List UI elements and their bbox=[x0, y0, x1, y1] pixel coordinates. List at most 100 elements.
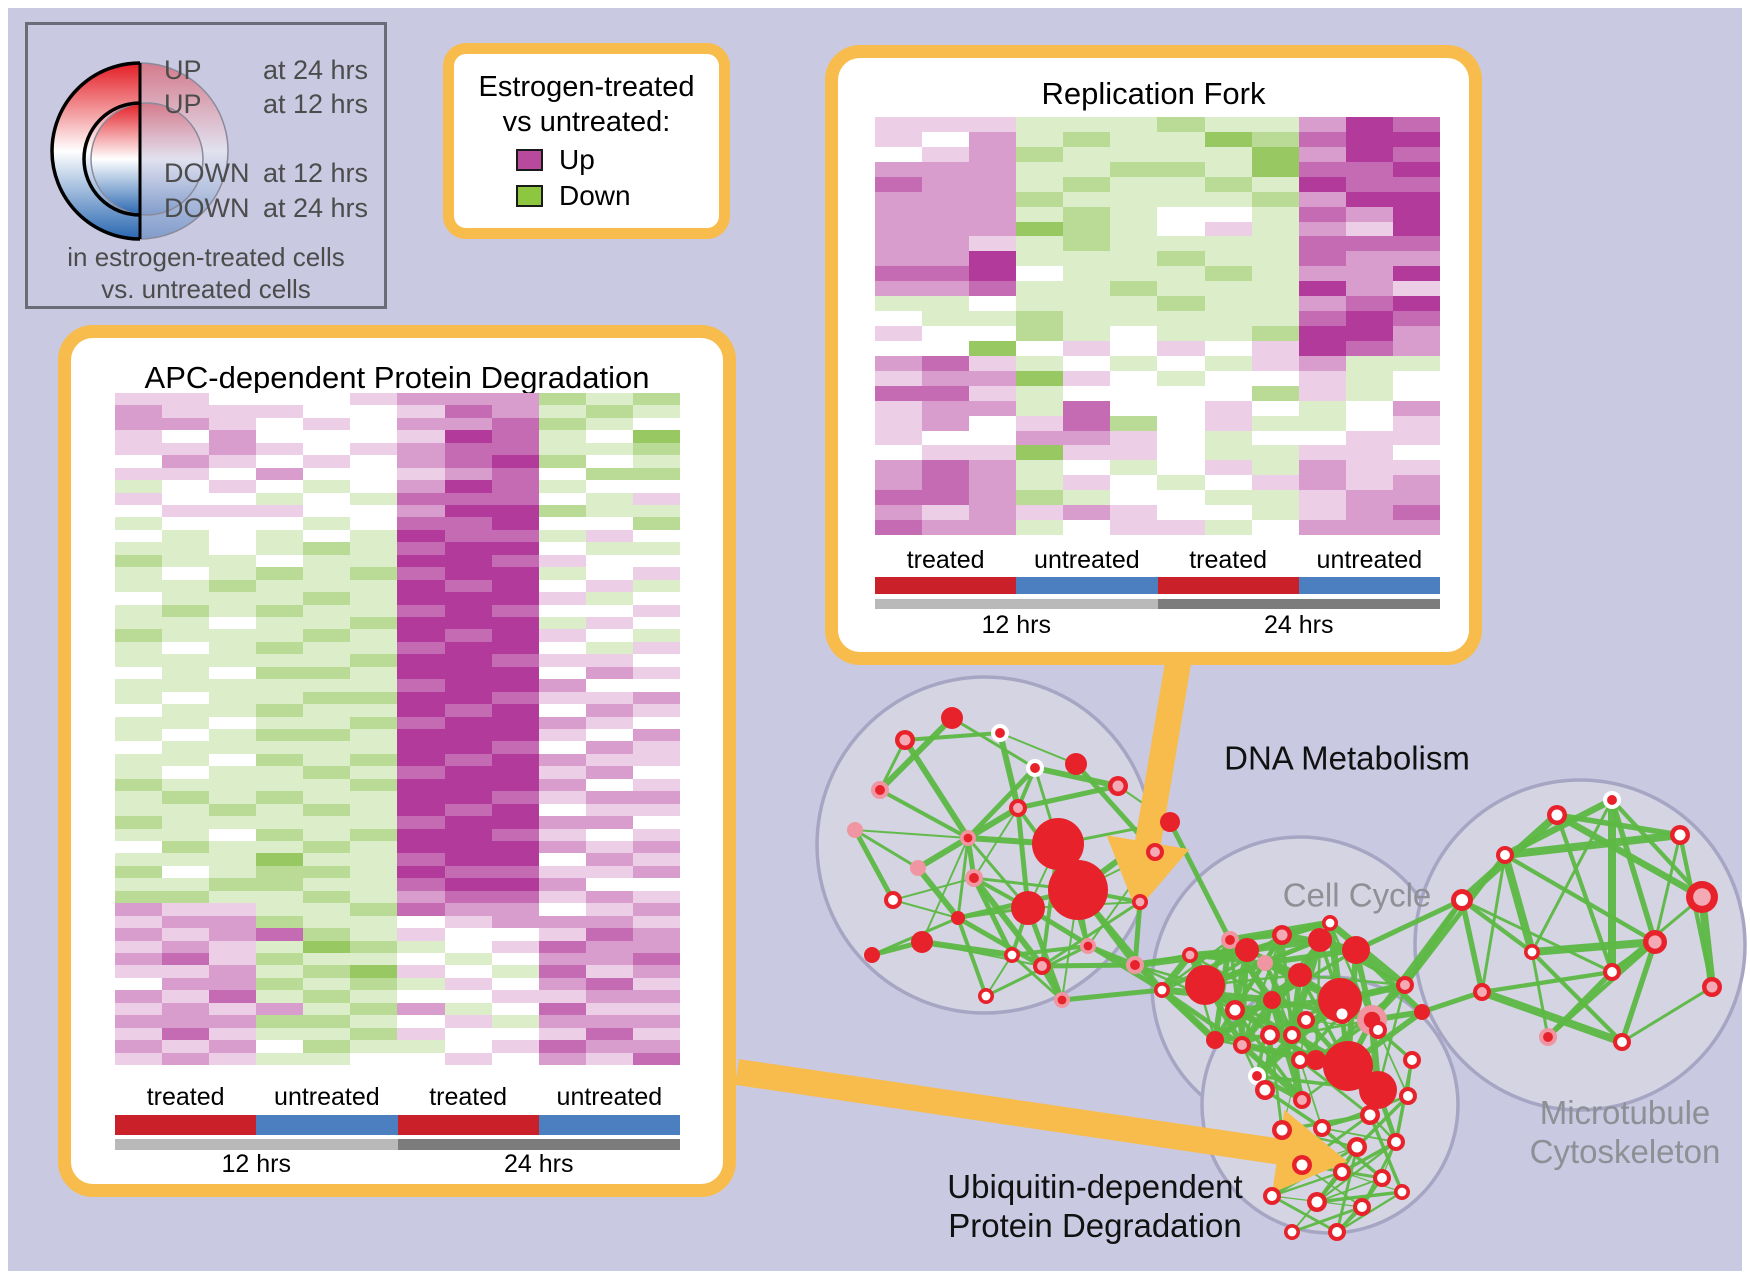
heatmap-cell bbox=[209, 654, 257, 667]
heatmap-cell bbox=[969, 490, 1017, 506]
heatmap-cell bbox=[350, 729, 398, 742]
heatmap-cell bbox=[115, 517, 163, 530]
heatmap-cell bbox=[632, 579, 680, 593]
heatmap-cell bbox=[1345, 385, 1393, 401]
heatmap-cell bbox=[1157, 296, 1205, 312]
heatmap-cell bbox=[397, 766, 445, 779]
network-edge bbox=[999, 732, 1077, 765]
heatmap-cell bbox=[1204, 520, 1252, 535]
heatmap-cell bbox=[350, 393, 398, 406]
heatmap-cell bbox=[1298, 400, 1346, 416]
heatmap-cell bbox=[1063, 266, 1111, 282]
heatmap-cell bbox=[162, 953, 210, 966]
heatmap-cell bbox=[1251, 400, 1299, 416]
legend-item-down: Down bbox=[516, 180, 719, 212]
heatmap-cell bbox=[875, 296, 923, 312]
heatmap-cell bbox=[1204, 251, 1252, 267]
heatmap-cell bbox=[209, 741, 257, 754]
heatmap-cell bbox=[350, 455, 398, 468]
heatmap-cell bbox=[397, 1040, 445, 1053]
heatmap-cell bbox=[303, 629, 351, 642]
heatmap-cell bbox=[1157, 117, 1205, 132]
heatmap-cell bbox=[585, 505, 633, 518]
heatmap-cell bbox=[162, 828, 210, 841]
heatmap-cell bbox=[875, 311, 923, 326]
heatmap-cell bbox=[209, 393, 257, 406]
heatmap-cell bbox=[209, 977, 257, 991]
network-edge bbox=[1621, 985, 1713, 1044]
heatmap-cell bbox=[585, 467, 633, 481]
heatmap-cell bbox=[1392, 355, 1440, 371]
heatmap-cell bbox=[162, 1027, 210, 1041]
network-edge bbox=[1480, 988, 1624, 1046]
heatmap-cell bbox=[875, 430, 923, 446]
network-edge bbox=[1291, 1205, 1363, 1234]
heatmap-cell bbox=[115, 828, 163, 841]
network-node-core bbox=[1325, 918, 1335, 928]
heatmap-cell bbox=[162, 741, 210, 754]
heatmap-cell bbox=[1345, 281, 1393, 297]
heatmap-cell bbox=[632, 1015, 680, 1028]
heatmap-cell bbox=[585, 890, 633, 904]
heatmap-cell bbox=[1345, 146, 1393, 162]
heatmap-cell bbox=[350, 1052, 398, 1065]
heatmap-cell bbox=[1298, 430, 1346, 446]
heatmap-cell bbox=[632, 442, 680, 456]
heatmap-cell bbox=[162, 542, 210, 555]
heatmap-cell bbox=[397, 592, 445, 605]
network-node-core bbox=[1259, 1084, 1271, 1096]
heatmap-cell bbox=[1063, 415, 1111, 431]
heatmap-cell bbox=[1298, 460, 1346, 476]
heatmap-cell bbox=[1251, 445, 1299, 461]
heatmap-cell bbox=[115, 766, 163, 779]
heatmap-cell bbox=[1392, 266, 1440, 282]
heatmap-cell bbox=[397, 542, 445, 555]
heatmap-cell bbox=[303, 529, 351, 543]
treatment-bar-segment bbox=[1298, 577, 1440, 594]
network-node-core bbox=[1287, 1227, 1297, 1237]
heatmap-cell bbox=[256, 554, 304, 568]
heatmap-cell bbox=[585, 666, 633, 680]
heatmap-cell bbox=[115, 1015, 163, 1028]
heatmap-cell bbox=[585, 455, 633, 468]
heatmap-cell bbox=[350, 890, 398, 904]
heatmap-cell bbox=[1204, 146, 1252, 162]
heatmap-cell bbox=[585, 517, 633, 530]
heatmap-cell bbox=[397, 977, 445, 991]
heatmap-cell bbox=[350, 467, 398, 481]
heatmap-cell bbox=[632, 704, 680, 717]
heatmap-cell bbox=[1157, 400, 1205, 416]
network-node-core bbox=[1607, 795, 1617, 805]
heatmap-cell bbox=[1204, 475, 1252, 491]
heatmap-cell bbox=[875, 400, 923, 416]
network-edge bbox=[1212, 933, 1285, 1042]
heatmap-cell bbox=[1110, 311, 1158, 326]
heatmap-cell bbox=[1251, 161, 1299, 177]
heatmap-cell bbox=[350, 542, 398, 555]
heatmap-cell bbox=[491, 517, 539, 530]
heatmap-cell bbox=[256, 1015, 304, 1028]
heatmap-cell bbox=[1157, 505, 1205, 521]
ring-legend-box: UP at 24 hrs UP at 12 hrs DOWN at 12 hrs DO… bbox=[25, 22, 387, 309]
heatmap-cell bbox=[969, 131, 1017, 147]
heatmap-cell bbox=[491, 1027, 539, 1041]
heatmap-cell bbox=[875, 490, 923, 506]
heatmap-cell bbox=[632, 890, 680, 904]
network-node-core bbox=[875, 785, 885, 795]
heatmap-cell bbox=[1392, 131, 1440, 147]
heatmap-cell bbox=[256, 828, 304, 841]
network-node bbox=[1288, 963, 1312, 987]
heatmap-cell bbox=[397, 567, 445, 580]
heatmap-cell bbox=[969, 311, 1017, 326]
heatmap-cell bbox=[585, 940, 633, 953]
network-edge bbox=[1189, 953, 1273, 1002]
heatmap-cell bbox=[209, 542, 257, 555]
heatmap-cell bbox=[209, 716, 257, 729]
heatmap-cell bbox=[491, 666, 539, 680]
heatmap-cell bbox=[538, 903, 586, 916]
heatmap-cell bbox=[162, 791, 210, 804]
heatmap-cell bbox=[491, 766, 539, 779]
heatmap-cell bbox=[115, 803, 163, 817]
heatmap-cell bbox=[256, 990, 304, 1003]
heatmap-cell bbox=[162, 716, 210, 729]
